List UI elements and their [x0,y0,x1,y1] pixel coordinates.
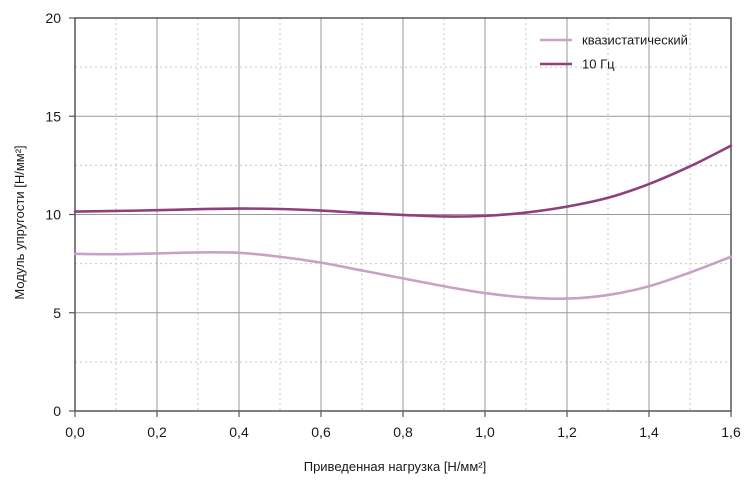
y-tick-label: 10 [45,207,61,223]
x-tick-label: 1,4 [639,424,659,440]
x-tick-label: 1,2 [557,424,577,440]
y-tick-label: 0 [53,403,61,419]
y-tick-label: 20 [45,10,61,26]
x-tick-label: 0,2 [147,424,167,440]
series-line-0 [73,251,733,301]
legend-label-0: квазистатический [582,33,688,48]
labels: 0,0 0,2 0,4 0,6 0,8 1,0 1,2 1,4 1,6 0 5 10 15 20 Приве… [12,10,741,474]
x-tick-label: 0,8 [393,424,413,440]
x-axis-label: Приведенная нагрузка [Н/мм²] [304,459,487,474]
axes [69,17,732,417]
legend-label-1: 10 Гц [582,57,615,72]
series [73,144,733,301]
legend: квазистатический 10 Гц [540,33,688,72]
x-tick-label: 0,6 [311,424,331,440]
y-axis-label: Модуль упругости [Н/мм²] [12,145,27,299]
series-line-1 [73,144,733,218]
y-tick-label: 15 [45,108,61,124]
x-tick-label: 0,4 [229,424,249,440]
y-tick-label: 5 [53,305,61,321]
x-tick-label: 1,6 [721,424,741,440]
x-tick-label: 0,0 [65,424,85,440]
x-tick-label: 1,0 [475,424,495,440]
